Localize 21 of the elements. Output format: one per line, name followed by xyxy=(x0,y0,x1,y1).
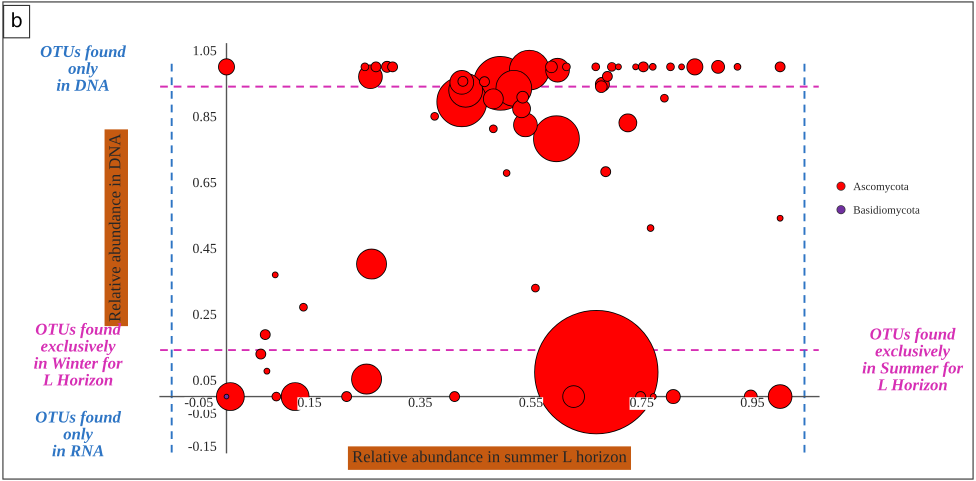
y-tick-label: 0.85 xyxy=(193,112,216,122)
text: OTUs found exclusively in Winter for L Horizon xyxy=(34,322,123,386)
y-tick-label: 1.05 xyxy=(194,46,216,56)
x-tick-label: 0.75 xyxy=(630,398,654,408)
y-tick-label: -0.15 xyxy=(188,442,216,452)
x-tick-label: 0.35 xyxy=(408,398,432,408)
legend-label: Basidiomycota xyxy=(854,206,920,216)
y-tick-label: 0.45 xyxy=(193,244,216,254)
x-axis-title: Relative abundance in summer L horizon xyxy=(352,450,627,462)
x-tick-label: 0.55 xyxy=(519,398,543,408)
text: OTUs found only in DNA xyxy=(40,45,126,91)
x-tick-label: 0.95 xyxy=(740,398,764,408)
x-tick-label: 0.15 xyxy=(298,398,322,408)
legend-label: Ascomycota xyxy=(853,182,909,192)
text: OTUs found only in RNA xyxy=(36,410,122,456)
text: b xyxy=(12,12,22,28)
y-axis-title: Relative abundance in DNA xyxy=(108,134,120,322)
y-tick-label: 0.05 xyxy=(193,376,216,386)
text: OTUs found exclusively in Summer for L Horizon xyxy=(862,328,964,390)
y-tick-label: 0.65 xyxy=(193,178,216,188)
y-tick-label: 0.25 xyxy=(193,310,216,320)
